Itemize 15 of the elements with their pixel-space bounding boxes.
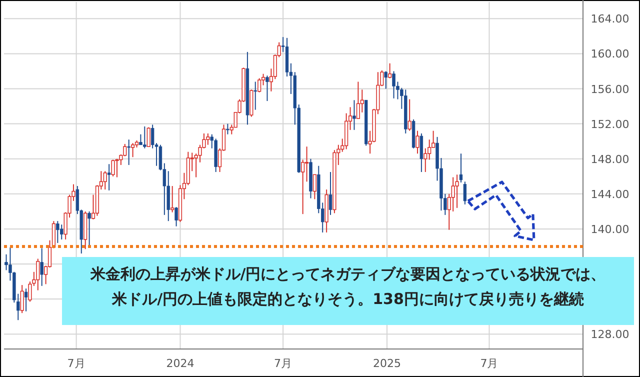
- y-tick-label: 156.00: [590, 82, 630, 96]
- y-tick-label: 140.00: [590, 222, 630, 236]
- x-tick-label: 7月: [480, 357, 498, 370]
- x-tick-label: 7月: [67, 357, 86, 370]
- y-tick-label: 164.00: [590, 12, 630, 26]
- annotation: 米金利の上昇が米ドル/円にとってネガティブな要因となっている状況では、: [89, 265, 606, 283]
- y-tick-label: 160.00: [590, 48, 630, 61]
- y-tick-label: 144.00: [590, 188, 630, 201]
- y-tick-label: 148.00: [590, 152, 630, 166]
- y-tick-label: 152.00: [590, 118, 630, 131]
- y-tick-label: 128.00: [590, 328, 630, 342]
- annotation: 米ドル/円の上値も限定的となりそう。138円に向けて戻り売りを継続: [111, 290, 584, 308]
- x-tick-label: 2025: [372, 357, 401, 370]
- x-tick-label: 2024: [166, 357, 194, 370]
- x-tick-label: 7月: [274, 357, 292, 370]
